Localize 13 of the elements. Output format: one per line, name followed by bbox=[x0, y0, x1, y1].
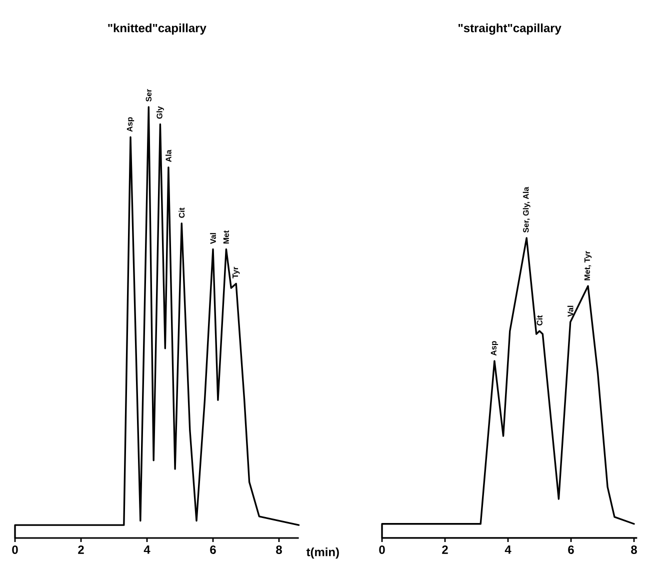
chart-title: "straight"capillary bbox=[458, 24, 562, 35]
x-tick-label: 6 bbox=[568, 545, 574, 554]
x-tick-label: 2 bbox=[78, 545, 84, 554]
x-axis-title: t(min) bbox=[306, 547, 339, 559]
x-tick-label: 2 bbox=[442, 545, 448, 554]
x-tick-label: 4 bbox=[504, 545, 512, 554]
chart-title: "knitted"capillary bbox=[108, 24, 206, 35]
x-tick-label: 4 bbox=[144, 545, 150, 554]
x-tick-label: 8 bbox=[276, 545, 282, 554]
x-tick-label: 6 bbox=[210, 545, 216, 554]
x-tick-label: 0 bbox=[12, 545, 18, 554]
x-tick-label: 8 bbox=[631, 545, 637, 554]
x-tick-label: 0 bbox=[379, 545, 385, 554]
